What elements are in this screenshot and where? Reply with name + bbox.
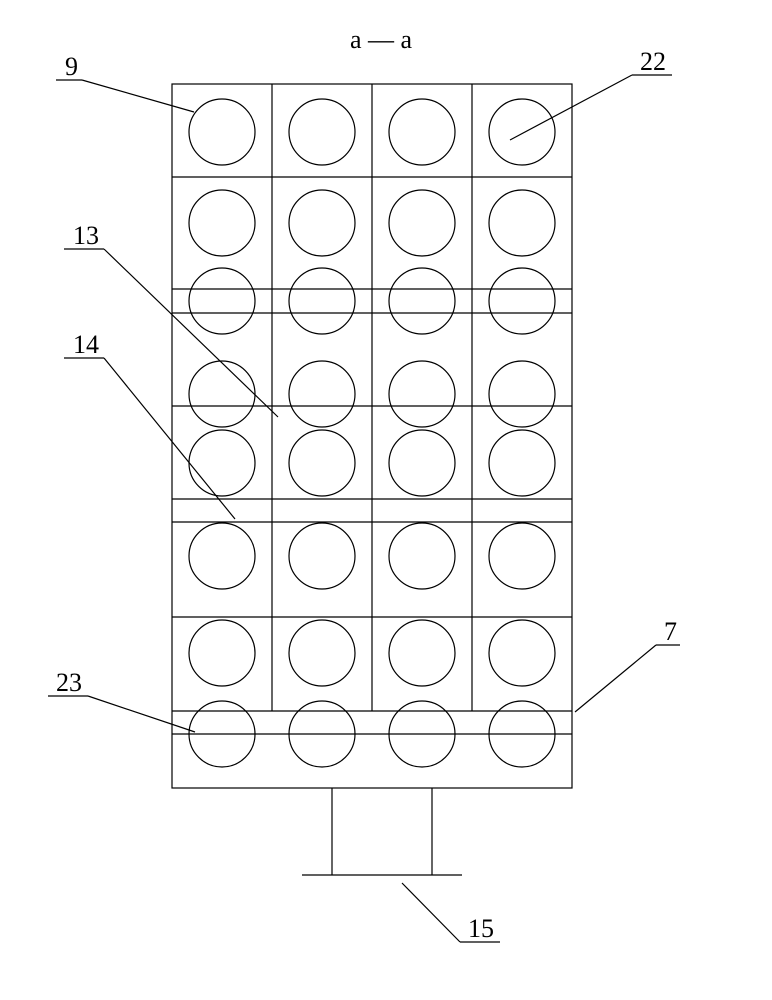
tube-hole: [189, 99, 255, 165]
tube-hole: [389, 268, 455, 334]
tube-hole: [289, 190, 355, 256]
tube-hole: [189, 190, 255, 256]
tube-hole: [389, 523, 455, 589]
tube-hole: [189, 268, 255, 334]
label-l15: 15: [468, 914, 494, 943]
tube-hole: [489, 268, 555, 334]
leader-l9: [82, 80, 194, 112]
label-l22: 22: [640, 47, 666, 76]
tube-hole: [189, 620, 255, 686]
tube-hole: [289, 620, 355, 686]
tube-hole: [489, 190, 555, 256]
tube-hole: [389, 190, 455, 256]
tube-hole: [489, 430, 555, 496]
label-l23: 23: [56, 668, 82, 697]
label-l13: 13: [73, 221, 99, 250]
tube-hole: [189, 523, 255, 589]
tube-hole: [289, 361, 355, 427]
tube-hole: [189, 430, 255, 496]
leader-l14: [104, 358, 235, 519]
tube-hole: [489, 620, 555, 686]
tube-hole: [189, 361, 255, 427]
leader-l13: [104, 249, 278, 417]
label-l9: 9: [65, 52, 78, 81]
tube-hole: [489, 361, 555, 427]
leader-l23: [88, 696, 195, 732]
tube-hole: [289, 268, 355, 334]
tube-hole: [289, 523, 355, 589]
section-title: a — a: [350, 25, 413, 54]
tube-hole: [389, 620, 455, 686]
tube-hole: [489, 523, 555, 589]
tube-hole: [289, 99, 355, 165]
tube-hole: [389, 430, 455, 496]
leader-l22: [510, 75, 632, 140]
label-l7: 7: [664, 617, 677, 646]
leader-l15: [402, 883, 460, 942]
tube-hole: [389, 99, 455, 165]
label-l14: 14: [73, 330, 99, 359]
tube-hole: [289, 430, 355, 496]
tube-hole: [389, 361, 455, 427]
tube-hole: [489, 99, 555, 165]
leader-l7: [575, 645, 656, 712]
